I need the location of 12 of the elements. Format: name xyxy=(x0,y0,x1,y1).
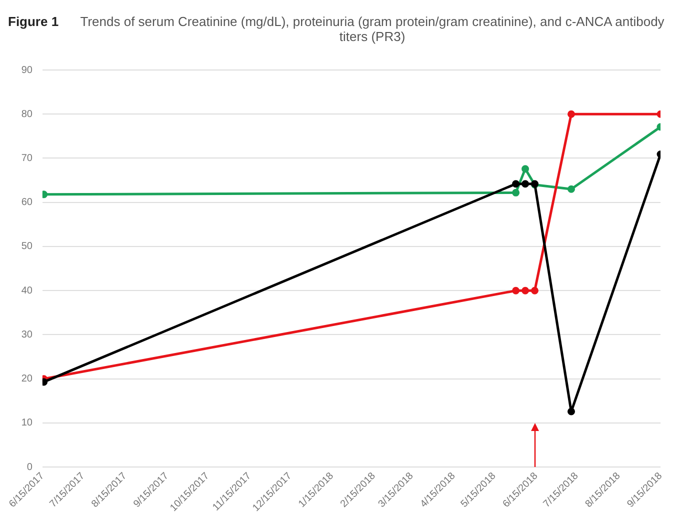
y-tick-label: 90 xyxy=(21,64,33,76)
y-tick-label: 30 xyxy=(21,330,33,340)
y-tick-label: 20 xyxy=(21,374,33,385)
y-tick-label: 0 xyxy=(26,462,33,473)
y-tick-label: 80 xyxy=(21,108,33,120)
y-tick-label: 10 xyxy=(21,418,33,429)
chart-title: Trends of serum Creatinine (mg/dL), proteinuria (gram protein/gram creatinine), and c-ANCA antibody titers (PR3) xyxy=(79,14,666,44)
y-tick-label: 60 xyxy=(21,197,33,208)
y-tick-label: 40 xyxy=(21,285,33,296)
caption: Figure 1 xyxy=(8,14,59,29)
y-tick-label: 50 xyxy=(21,241,33,252)
y-tick-label: 70 xyxy=(21,153,33,164)
